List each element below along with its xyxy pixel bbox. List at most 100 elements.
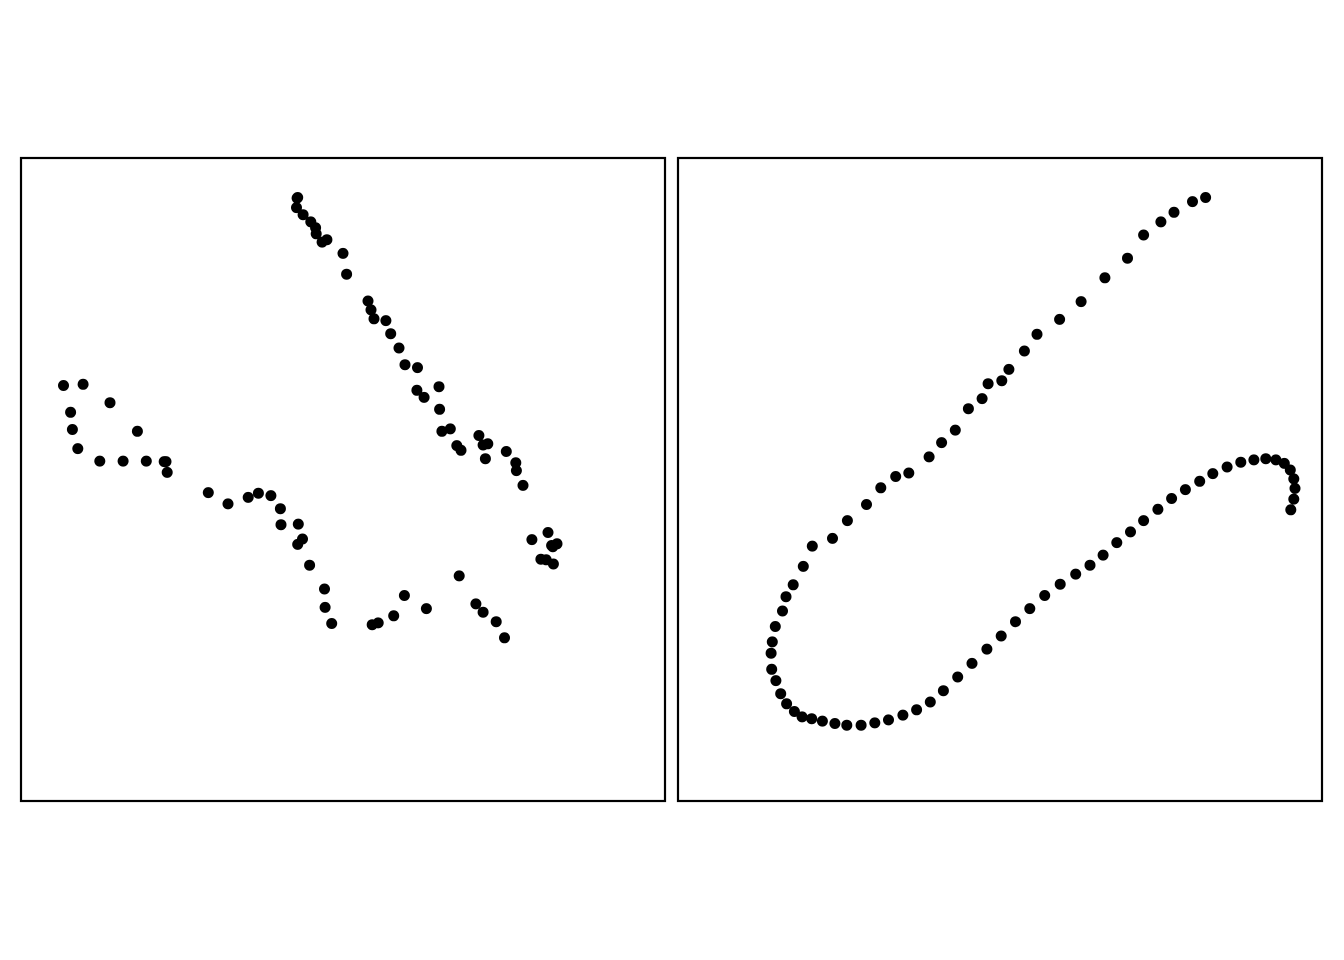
data-point [1018, 345, 1030, 357]
data-point [775, 688, 787, 700]
data-point [936, 437, 948, 449]
data-point [923, 451, 935, 463]
plot-frame [676, 156, 1324, 803]
data-point [1288, 473, 1300, 485]
data-point [903, 467, 915, 479]
data-point [841, 719, 853, 731]
data-point [1054, 313, 1066, 325]
data-point [297, 533, 308, 545]
data-point [380, 315, 392, 327]
data-point [952, 671, 964, 683]
data-point [161, 466, 173, 478]
data-point [816, 715, 828, 727]
data-point [444, 423, 456, 435]
data-point [1099, 272, 1111, 284]
data-point [140, 455, 152, 467]
data-point [72, 443, 84, 455]
data-point [897, 709, 909, 721]
data-point [1155, 216, 1167, 228]
data-point [393, 342, 405, 354]
data-point [982, 378, 994, 390]
data-point [765, 647, 777, 659]
data-point [368, 313, 380, 325]
data-point [117, 455, 129, 467]
data-point [1285, 504, 1297, 516]
data-point [297, 209, 309, 221]
data-point [275, 519, 287, 531]
data-point [981, 643, 993, 655]
data-point [77, 378, 89, 390]
data-point [500, 446, 512, 457]
data-point [855, 719, 867, 731]
data-point [202, 487, 214, 499]
data-point [1039, 590, 1051, 601]
data-point [797, 560, 809, 572]
data-point [490, 616, 502, 628]
data-point [412, 362, 423, 374]
data-point [1111, 537, 1123, 549]
data-point [1138, 515, 1150, 527]
data-point [861, 499, 872, 510]
data-point [1003, 363, 1015, 375]
data-point [1248, 454, 1260, 466]
data-point [131, 425, 143, 437]
data-point [911, 704, 923, 716]
data-point [875, 482, 887, 494]
data-point [1084, 559, 1096, 571]
data-point [841, 515, 853, 527]
plot-frame [19, 156, 667, 803]
data-point [473, 430, 485, 441]
data-point [291, 202, 302, 214]
data-point [265, 490, 277, 502]
data-point [996, 375, 1008, 387]
data-point [398, 590, 410, 601]
data-point [869, 717, 881, 729]
data-point [365, 304, 377, 316]
data-point [477, 606, 489, 618]
data-point [1152, 503, 1164, 515]
data-point [455, 444, 467, 456]
data-point [321, 234, 333, 246]
data-point [1168, 206, 1180, 218]
data-point [453, 570, 465, 582]
data-point [418, 391, 430, 403]
data-point [1270, 454, 1282, 466]
data-point [420, 603, 432, 615]
data-point [769, 621, 781, 632]
data-point [1138, 229, 1150, 241]
data-point [411, 384, 423, 396]
data-point [546, 540, 558, 551]
data-point [366, 619, 378, 631]
data-point [883, 714, 894, 726]
data-point [388, 610, 400, 622]
data-point [94, 455, 106, 467]
data-point [1075, 296, 1087, 308]
data-point [434, 403, 446, 415]
data-point [787, 579, 799, 591]
data-point [1284, 464, 1296, 476]
data-point [65, 406, 77, 418]
data-point [806, 713, 818, 725]
data-point [362, 295, 374, 307]
data-point [385, 328, 397, 340]
data-point [777, 605, 788, 617]
data-point [827, 532, 838, 544]
data-point [1221, 461, 1233, 473]
data-point [517, 479, 529, 491]
data-point [252, 487, 264, 499]
data-point [976, 393, 988, 405]
data-point [766, 663, 778, 675]
data-point [1070, 568, 1082, 580]
data-point [104, 397, 116, 409]
data-point [1031, 328, 1043, 340]
data-point [436, 425, 448, 437]
data-point [1194, 475, 1206, 487]
data-point [433, 381, 445, 393]
data-point [66, 424, 78, 435]
data-point [326, 618, 338, 629]
data-point [788, 706, 800, 717]
data-point [470, 598, 482, 610]
data-point [806, 540, 818, 552]
data-point [510, 465, 522, 477]
